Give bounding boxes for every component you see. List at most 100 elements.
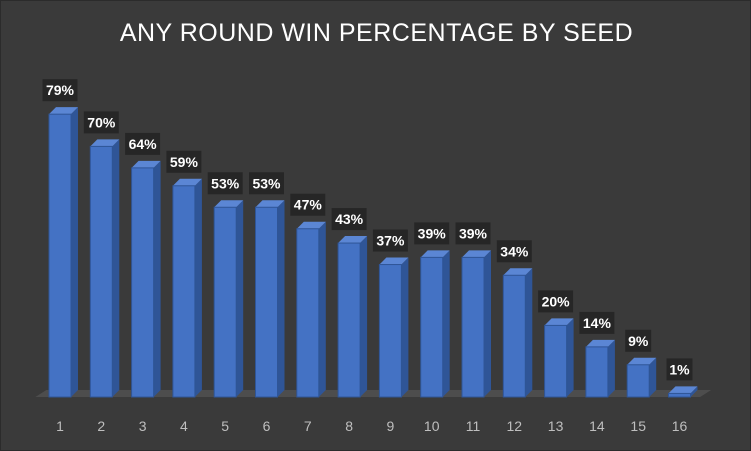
bar-front [172, 185, 196, 398]
chart-title: ANY ROUND WIN PERCENTAGE BY SEED [119, 19, 634, 47]
bar-top [338, 236, 368, 244]
data-label: 79% [42, 79, 78, 102]
bar-front [296, 228, 320, 398]
bar [585, 339, 615, 398]
data-label: 1% [666, 358, 693, 381]
bar-top [49, 107, 78, 115]
data-labels-group: 79% 70% 64% 59% 53% 53% 47% 43% 37% 39% 39% 34% 20% 1… [42, 79, 693, 381]
data-label-text: 39% [459, 225, 488, 241]
bar-top [544, 318, 574, 326]
bar-top [90, 139, 120, 147]
data-label: 20% [538, 290, 574, 313]
x-tick-label: 1 [56, 418, 64, 434]
bar [296, 221, 326, 398]
bar-front [420, 256, 444, 398]
bar-side [442, 250, 450, 397]
x-tick-label: 2 [97, 418, 105, 434]
bar-top [627, 357, 657, 365]
bar-top [255, 200, 285, 208]
bar-side [360, 236, 368, 397]
bar-top [379, 257, 409, 265]
bar-side [484, 250, 491, 397]
data-label: 70% [83, 111, 119, 134]
data-label-box [331, 208, 367, 231]
data-label: 43% [331, 208, 367, 231]
bars-group [48, 107, 698, 398]
bar-top [296, 221, 326, 229]
bar-top [172, 178, 202, 186]
bar-front [213, 206, 237, 398]
data-label-text: 47% [294, 197, 323, 213]
bar-side [318, 221, 326, 397]
data-label-text: 53% [211, 175, 240, 191]
data-label-box [666, 358, 693, 381]
bar-top [462, 250, 491, 258]
x-tick-label: 7 [304, 418, 312, 434]
data-label-box [249, 172, 284, 195]
bar [420, 250, 450, 398]
data-label-box [207, 172, 243, 195]
bar-top [585, 339, 615, 347]
x-tick-label: 6 [263, 418, 271, 434]
bar [626, 357, 657, 398]
data-label-text: 43% [335, 211, 364, 227]
bar-side [525, 268, 533, 397]
bar-side [194, 178, 202, 397]
bar-side [277, 200, 285, 397]
bar [461, 250, 491, 398]
bar [668, 386, 698, 398]
data-label-box [538, 290, 574, 313]
bar-front [502, 274, 526, 398]
data-label-box [83, 111, 119, 134]
x-tick-label: 11 [466, 418, 481, 434]
bar-front [337, 242, 361, 398]
data-label-box [496, 240, 532, 263]
bar-side [112, 139, 120, 397]
bar [48, 107, 78, 398]
bar [213, 200, 244, 398]
data-label-box [414, 222, 450, 245]
data-label: 34% [496, 240, 532, 263]
data-label: 14% [579, 311, 615, 334]
bar-top [503, 268, 533, 276]
bar [131, 160, 161, 398]
bar-front [255, 206, 278, 398]
data-label-box [579, 311, 615, 334]
x-tick-label: 12 [507, 418, 523, 434]
bar-top [668, 386, 698, 394]
bar [502, 268, 533, 398]
data-label-text: 1% [669, 361, 690, 377]
bar [544, 318, 574, 398]
chart-floor [35, 390, 712, 397]
bar [89, 139, 120, 398]
data-label-box [372, 229, 408, 252]
bar-front [48, 113, 72, 398]
x-tick-label: 14 [589, 418, 605, 434]
data-label: 59% [166, 150, 202, 173]
data-label-box [125, 132, 161, 155]
data-label: 64% [125, 132, 161, 155]
bar-front [585, 346, 609, 398]
x-tick-label: 15 [630, 418, 646, 434]
bar [337, 236, 368, 398]
bar-front [544, 324, 568, 398]
data-label-box [455, 222, 491, 245]
data-label-text: 59% [170, 154, 199, 170]
data-label-text: 70% [87, 114, 116, 130]
x-axis-ticks: 1 2 3 4 5 6 7 8 9 10 11 12 13 14 15 16 [56, 418, 687, 434]
bar-front [461, 256, 485, 398]
bar-top [214, 200, 244, 208]
bar-top [420, 250, 450, 258]
data-label-text: 39% [418, 225, 447, 241]
data-label-text: 9% [628, 333, 649, 349]
bar-front [668, 392, 691, 398]
data-label-box [42, 79, 78, 102]
bar-front [626, 364, 650, 398]
bar [172, 178, 202, 398]
x-tick-label: 13 [548, 418, 564, 434]
bar-side [236, 200, 244, 397]
x-tick-label: 8 [345, 418, 353, 434]
data-label-text: 14% [583, 315, 612, 331]
bar [255, 200, 285, 398]
